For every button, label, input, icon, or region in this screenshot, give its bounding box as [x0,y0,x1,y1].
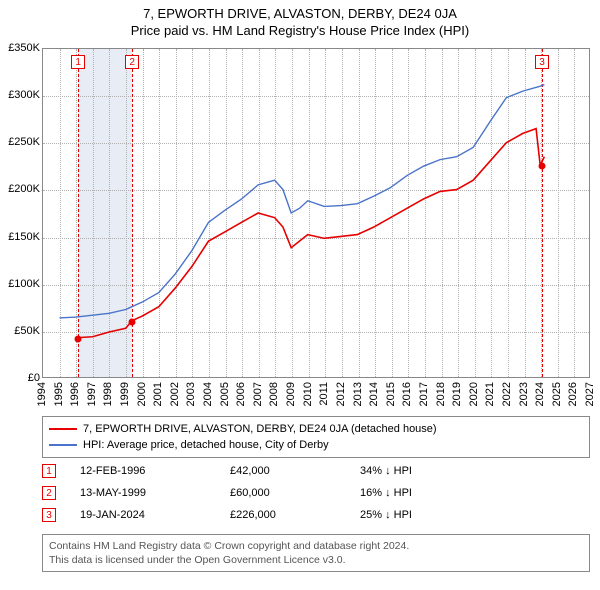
y-tick-label: £250K [2,136,40,148]
sales-row: 3 19-JAN-2024£226,00025% ↓ HPI [42,504,590,526]
sales-row-price: £226,000 [230,509,360,521]
legend-label: 7, EPWORTH DRIVE, ALVASTON, DERBY, DE24 … [83,423,437,435]
sales-row-pct: 16% ↓ HPI [360,487,480,499]
x-tick-label: 2005 [219,382,231,406]
sales-row-marker: 2 [42,486,56,500]
x-tick-label: 2010 [302,382,314,406]
x-tick-label: 2009 [285,382,297,406]
sales-row-price: £60,000 [230,487,360,499]
y-tick-label: £0 [2,372,40,384]
sale-marker-dot [129,319,136,326]
x-tick-label: 2020 [468,382,480,406]
y-tick-label: £100K [2,278,40,290]
x-tick-label: 2000 [136,382,148,406]
sales-row-date: 13-MAY-1999 [80,487,230,499]
sale-marker-dot [75,336,82,343]
series-line-hpi [60,85,545,318]
legend-swatch [49,428,77,430]
sale-marker-dot [539,162,546,169]
sales-table: 1 12-FEB-1996£42,00034% ↓ HPI 2 13-MAY-1999… [42,460,590,526]
sales-row: 2 13-MAY-1999£60,00016% ↓ HPI [42,482,590,504]
y-tick-label: £50K [2,325,40,337]
sales-row: 1 12-FEB-1996£42,00034% ↓ HPI [42,460,590,482]
x-tick-label: 2018 [435,382,447,406]
x-tick-label: 1994 [36,382,48,406]
title-block: 7, EPWORTH DRIVE, ALVASTON, DERBY, DE24 … [0,0,600,38]
x-tick-label: 2001 [152,382,164,406]
x-tick-label: 1996 [69,382,81,406]
footer-line1: Contains HM Land Registry data © Crown c… [49,539,583,553]
x-tick-label: 2007 [252,382,264,406]
legend-row: HPI: Average price, detached house, City… [49,437,583,453]
legend-box: 7, EPWORTH DRIVE, ALVASTON, DERBY, DE24 … [42,416,590,458]
chart-line-svg [43,49,589,377]
chart-plot-area: 1 2 3 [42,48,590,378]
x-tick-label: 2014 [368,382,380,406]
y-tick-label: £350K [2,42,40,54]
sale-marker-box: 3 [535,55,549,69]
x-tick-label: 2006 [235,382,247,406]
y-tick-label: £200K [2,183,40,195]
legend-swatch [49,444,77,446]
legend-row: 7, EPWORTH DRIVE, ALVASTON, DERBY, DE24 … [49,421,583,437]
title-sub: Price paid vs. HM Land Registry's House … [0,23,600,38]
sales-row-date: 12-FEB-1996 [80,465,230,477]
x-tick-label: 2026 [567,382,579,406]
sales-row-pct: 25% ↓ HPI [360,509,480,521]
sales-row-price: £42,000 [230,465,360,477]
sale-marker-box: 1 [71,55,85,69]
x-tick-label: 1997 [86,382,98,406]
x-tick-label: 2011 [318,382,330,406]
legend-label: HPI: Average price, detached house, City… [83,439,329,451]
x-tick-label: 2025 [551,382,563,406]
y-tick-label: £300K [2,89,40,101]
sales-row-marker: 3 [42,508,56,522]
sale-marker-box: 2 [125,55,139,69]
x-tick-label: 2022 [501,382,513,406]
y-tick-label: £150K [2,231,40,243]
title-main: 7, EPWORTH DRIVE, ALVASTON, DERBY, DE24 … [0,6,600,21]
series-line-property [78,129,544,338]
x-tick-label: 2021 [484,382,496,406]
x-tick-label: 2019 [451,382,463,406]
footer-attribution: Contains HM Land Registry data © Crown c… [42,534,590,572]
x-tick-label: 2017 [418,382,430,406]
x-tick-label: 2012 [335,382,347,406]
x-tick-label: 2004 [202,382,214,406]
x-tick-label: 2023 [518,382,530,406]
x-tick-label: 2008 [268,382,280,406]
x-tick-label: 1998 [102,382,114,406]
sales-row-marker: 1 [42,464,56,478]
x-tick-label: 1995 [53,382,65,406]
x-tick-label: 2016 [401,382,413,406]
sales-row-pct: 34% ↓ HPI [360,465,480,477]
sales-row-date: 19-JAN-2024 [80,509,230,521]
x-tick-label: 2003 [185,382,197,406]
x-tick-label: 2027 [584,382,596,406]
x-tick-label: 2015 [385,382,397,406]
x-tick-label: 2024 [534,382,546,406]
x-tick-label: 2002 [169,382,181,406]
x-tick-label: 1999 [119,382,131,406]
x-tick-label: 2013 [352,382,364,406]
footer-line2: This data is licensed under the Open Gov… [49,553,583,567]
